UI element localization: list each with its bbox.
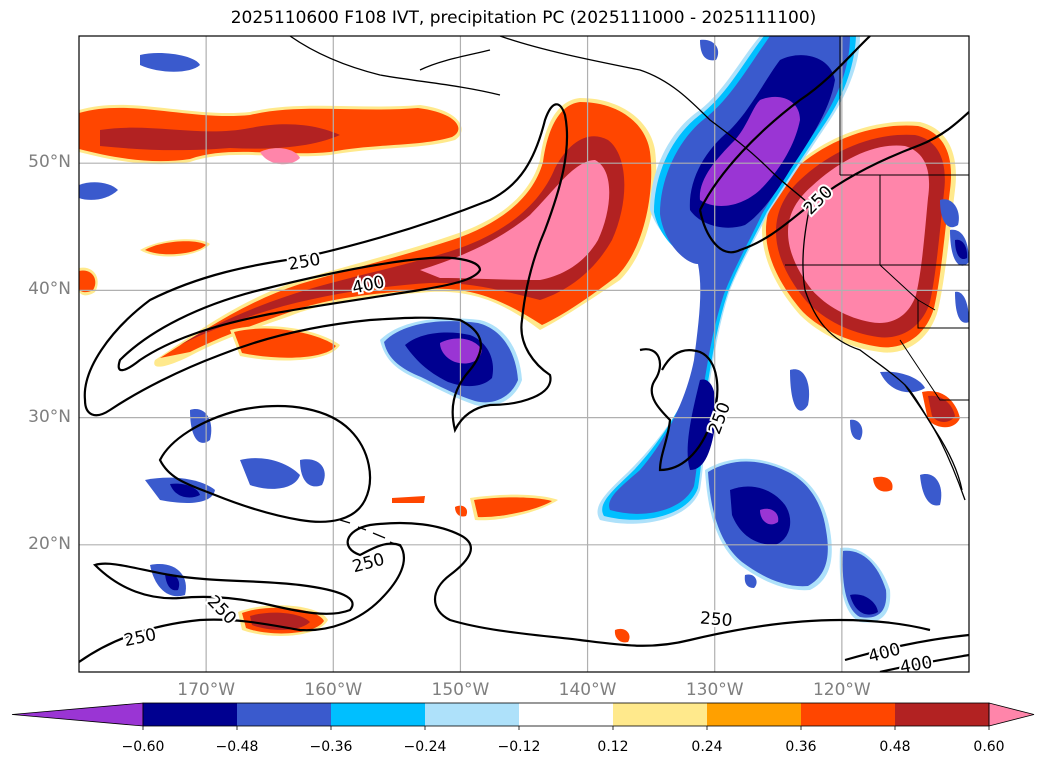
longitude-label: 150°W <box>431 680 490 700</box>
colorbar-tick-label: −0.12 <box>497 739 541 755</box>
longitude-label: 140°W <box>558 680 617 700</box>
colorbar-segment <box>519 703 614 726</box>
colorbar-tick-label: 0.12 <box>597 739 629 755</box>
precipitation-shading <box>79 36 969 643</box>
borders <box>785 36 969 401</box>
longitude-label: 160°W <box>304 680 363 700</box>
colorbar-tick-label: −0.48 <box>215 739 259 755</box>
longitude-label: 170°W <box>177 680 236 700</box>
colorbar-extend-high <box>988 702 1035 727</box>
colorbar-segment <box>613 703 708 726</box>
coastlines <box>289 36 966 547</box>
colorbar-tick-label: −0.24 <box>403 739 447 755</box>
colorbar-segment <box>331 703 426 726</box>
ivt-contour-400-south <box>844 633 969 662</box>
colorbar-tick-label: −0.60 <box>121 739 165 755</box>
coastline-north-america <box>499 36 966 501</box>
colorbar-tick-label: 0.24 <box>691 739 723 755</box>
positive-region-west-us <box>762 121 956 353</box>
ivt-contour-400 <box>117 256 482 372</box>
latitude-label: 40°N <box>28 279 71 300</box>
colorbar-tick-label: 0.60 <box>973 739 1005 755</box>
longitude-label: 130°W <box>685 680 744 700</box>
coastline-baja <box>904 384 963 491</box>
colorbar-frame <box>142 702 990 727</box>
latitude-label: 50°N <box>28 152 71 173</box>
negative-region-meridional-band <box>597 36 860 524</box>
colorbar-segment <box>425 703 520 726</box>
map-title: 2025110600 F108 IVT, precipitation PC (2… <box>230 8 817 28</box>
colorbar-segment <box>801 703 896 726</box>
colorbar-tick-label: −0.36 <box>309 739 353 755</box>
colorbar-tick-label: 0.48 <box>879 739 911 755</box>
positive-region-patches <box>79 239 960 643</box>
ivt-contour-250-mid <box>639 348 719 472</box>
latitude-label: 30°N <box>28 406 71 427</box>
colorbar-segment <box>143 703 238 726</box>
contour-label: 250 <box>699 608 733 631</box>
negative-region-central <box>380 318 522 407</box>
positive-region-north-pacific <box>79 104 462 165</box>
ivt-contour-250-sw <box>92 562 354 615</box>
ivt-contour-250-large <box>83 103 569 434</box>
ivt-contour-250-se <box>879 653 969 672</box>
map-frame <box>78 35 970 673</box>
positive-region-atmospheric-river <box>154 98 657 367</box>
latitude-label: 20°N <box>28 533 71 554</box>
colorbar-segment <box>237 703 332 726</box>
ivt-contour-250-south <box>79 521 931 663</box>
ivt-contour-250-island <box>158 404 372 523</box>
gridlines <box>79 36 969 672</box>
coastline-alaska <box>289 36 501 96</box>
longitude-label: 120°W <box>812 680 871 700</box>
contour-label: 400 <box>899 653 934 678</box>
colorbar-segment <box>895 703 990 726</box>
colorbar-segment <box>707 703 802 726</box>
colorbar-tick-label: 0.36 <box>785 739 817 755</box>
colorbar <box>11 702 1035 730</box>
colorbar-extend-low <box>11 702 144 727</box>
negative-region-southeast <box>705 458 891 623</box>
coastline-hawaii <box>339 519 401 547</box>
